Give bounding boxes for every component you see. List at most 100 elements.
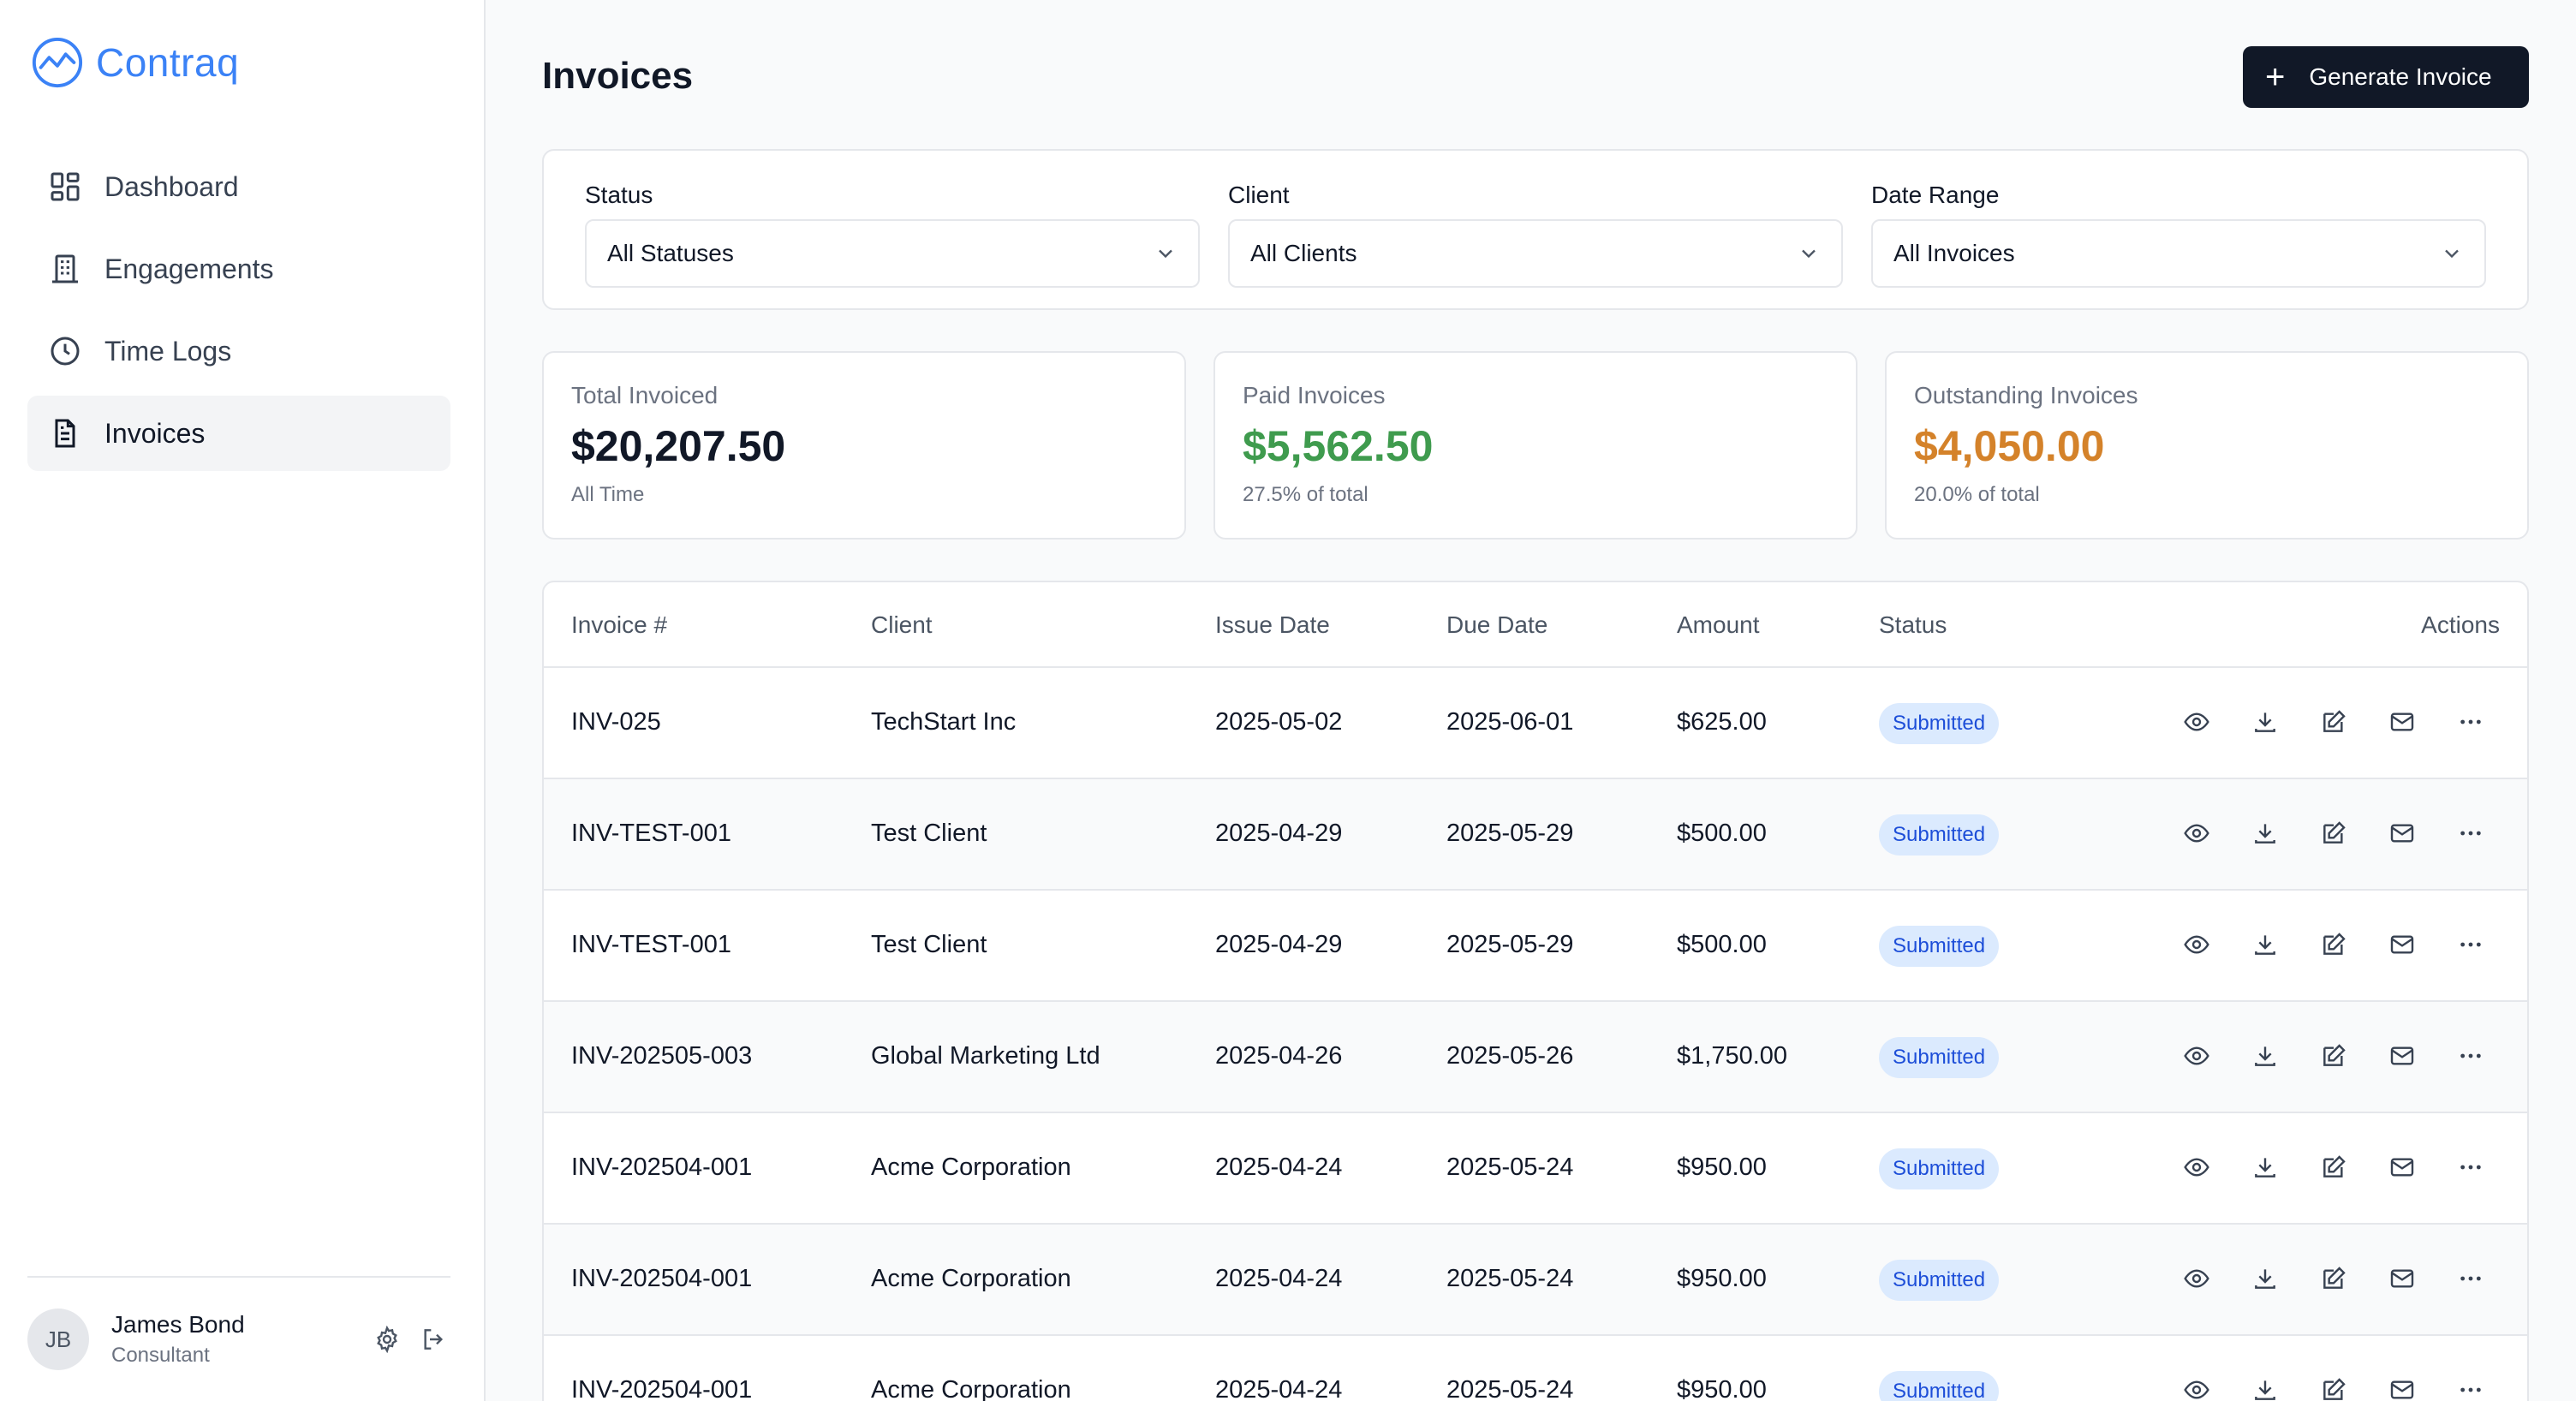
app-logo[interactable]: Contraq	[31, 36, 239, 89]
invoice-number[interactable]: INV-TEST-001	[571, 931, 731, 958]
client-select[interactable]: All Clients	[1228, 219, 1843, 288]
edit-icon[interactable]	[2320, 820, 2347, 847]
more-options-icon[interactable]	[2457, 708, 2484, 736]
sidebar-item-dashboard[interactable]: Dashboard	[27, 149, 450, 224]
invoice-client: Acme Corporation	[871, 1154, 1071, 1181]
email-icon[interactable]	[2388, 1042, 2416, 1070]
chevron-down-icon	[1802, 249, 1816, 259]
more-options-icon[interactable]	[2457, 1154, 2484, 1181]
table-row[interactable]: INV-202504-001 Acme Corporation 2025-04-…	[544, 1225, 2527, 1336]
email-icon[interactable]	[2388, 1265, 2416, 1292]
download-icon[interactable]	[2251, 931, 2279, 958]
email-icon[interactable]	[2388, 708, 2416, 736]
invoice-number[interactable]: INV-202504-001	[571, 1376, 753, 1401]
invoice-due-date: 2025-05-24	[1446, 1376, 1574, 1401]
invoice-number[interactable]: INV-202504-001	[571, 1154, 753, 1181]
invoice-due-date: 2025-05-24	[1446, 1154, 1574, 1181]
table-row[interactable]: INV-TEST-001 Test Client 2025-04-29 2025…	[544, 779, 2527, 891]
invoice-due-date: 2025-05-29	[1446, 820, 1574, 847]
email-icon[interactable]	[2388, 1154, 2416, 1181]
edit-icon[interactable]	[2320, 708, 2347, 736]
sidebar-item-time-logs[interactable]: Time Logs	[27, 313, 450, 389]
download-icon[interactable]	[2251, 1265, 2279, 1292]
invoice-due-date: 2025-05-24	[1446, 1265, 1574, 1292]
status-select[interactable]: All Statuses	[585, 219, 1200, 288]
date-range-select-value: All Invoices	[1893, 240, 2015, 266]
download-icon[interactable]	[2251, 708, 2279, 736]
more-options-icon[interactable]	[2457, 931, 2484, 958]
status-badge: Submitted	[1879, 926, 2000, 967]
download-icon[interactable]	[2251, 1042, 2279, 1070]
download-icon[interactable]	[2251, 1376, 2279, 1401]
sidebar-item-engagements[interactable]: Engagements	[27, 231, 450, 307]
invoice-client: Global Marketing Ltd	[871, 1042, 1100, 1070]
more-options-icon[interactable]	[2457, 820, 2484, 847]
view-icon[interactable]	[2183, 1042, 2210, 1070]
invoice-number[interactable]: INV-202505-003	[571, 1042, 753, 1070]
column-header-client[interactable]: Client	[871, 611, 933, 638]
column-header-actions: Actions	[2421, 611, 2500, 638]
invoice-issue-date: 2025-05-02	[1215, 708, 1343, 736]
table-row[interactable]: INV-202505-003 Global Marketing Ltd 2025…	[544, 1002, 2527, 1113]
filters-panel: Status All Statuses Client All Clients D…	[542, 149, 2529, 310]
logout-icon[interactable]	[420, 1326, 447, 1353]
invoice-client: Acme Corporation	[871, 1376, 1071, 1401]
generate-invoice-button[interactable]: + Generate Invoice	[2243, 46, 2529, 108]
logo-icon	[32, 37, 83, 88]
column-header-amount[interactable]: Amount	[1677, 611, 1760, 638]
user-info: James Bond Consultant	[111, 1311, 373, 1368]
row-actions	[2183, 931, 2484, 958]
invoice-number[interactable]: INV-TEST-001	[571, 820, 731, 847]
email-icon[interactable]	[2388, 1376, 2416, 1401]
view-icon[interactable]	[2183, 1265, 2210, 1292]
invoice-amount: $950.00	[1677, 1265, 1767, 1292]
table-row[interactable]: INV-202504-001 Acme Corporation 2025-04-…	[544, 1113, 2527, 1225]
email-icon[interactable]	[2388, 820, 2416, 847]
status-badge: Submitted	[1879, 1260, 2000, 1301]
column-header-invoice[interactable]: Invoice #	[571, 611, 668, 638]
table-row[interactable]: INV-202504-001 Acme Corporation 2025-04-…	[544, 1336, 2527, 1401]
avatar[interactable]: JB	[27, 1309, 89, 1370]
table-row[interactable]: INV-TEST-001 Test Client 2025-04-29 2025…	[544, 891, 2527, 1002]
edit-icon[interactable]	[2320, 1376, 2347, 1401]
invoice-issue-date: 2025-04-26	[1215, 1042, 1343, 1070]
invoice-issue-date: 2025-04-29	[1215, 820, 1343, 847]
row-actions	[2183, 1154, 2484, 1181]
invoices-table: Invoice # Client Issue Date Due Date Amo…	[542, 581, 2529, 1401]
table-body: INV-025 TechStart Inc 2025-05-02 2025-06…	[544, 668, 2527, 1401]
app-name: Contraq	[96, 40, 240, 85]
outstanding-invoices-card: Outstanding Invoices $4,050.00 20.0% of …	[1885, 351, 2529, 540]
page-title: Invoices	[542, 55, 694, 97]
plus-icon: +	[2265, 58, 2286, 96]
view-icon[interactable]	[2183, 708, 2210, 736]
column-header-status[interactable]: Status	[1879, 611, 1947, 638]
gear-icon[interactable]	[373, 1326, 401, 1353]
edit-icon[interactable]	[2320, 1154, 2347, 1181]
edit-icon[interactable]	[2320, 1265, 2347, 1292]
more-options-icon[interactable]	[2457, 1376, 2484, 1401]
date-range-select[interactable]: All Invoices	[1871, 219, 2486, 288]
view-icon[interactable]	[2183, 820, 2210, 847]
download-icon[interactable]	[2251, 1154, 2279, 1181]
invoice-amount: $1,750.00	[1677, 1042, 1788, 1070]
edit-icon[interactable]	[2320, 931, 2347, 958]
invoice-amount: $500.00	[1677, 931, 1767, 958]
column-header-due-date[interactable]: Due Date	[1446, 611, 1548, 638]
invoice-number[interactable]: INV-202504-001	[571, 1265, 753, 1292]
dashboard-icon	[51, 172, 80, 201]
more-options-icon[interactable]	[2457, 1042, 2484, 1070]
view-icon[interactable]	[2183, 931, 2210, 958]
column-header-issue-date[interactable]: Issue Date	[1215, 611, 1330, 638]
view-icon[interactable]	[2183, 1154, 2210, 1181]
invoice-due-date: 2025-05-29	[1446, 931, 1574, 958]
invoice-number[interactable]: INV-025	[571, 708, 661, 736]
table-row[interactable]: INV-025 TechStart Inc 2025-05-02 2025-06…	[544, 668, 2527, 779]
view-icon[interactable]	[2183, 1376, 2210, 1401]
card-subtext: 27.5% of total	[1243, 483, 1368, 506]
email-icon[interactable]	[2388, 931, 2416, 958]
sidebar-item-invoices[interactable]: Invoices	[27, 396, 450, 471]
edit-icon[interactable]	[2320, 1042, 2347, 1070]
more-options-icon[interactable]	[2457, 1265, 2484, 1292]
invoice-client: TechStart Inc	[871, 708, 1017, 736]
download-icon[interactable]	[2251, 820, 2279, 847]
